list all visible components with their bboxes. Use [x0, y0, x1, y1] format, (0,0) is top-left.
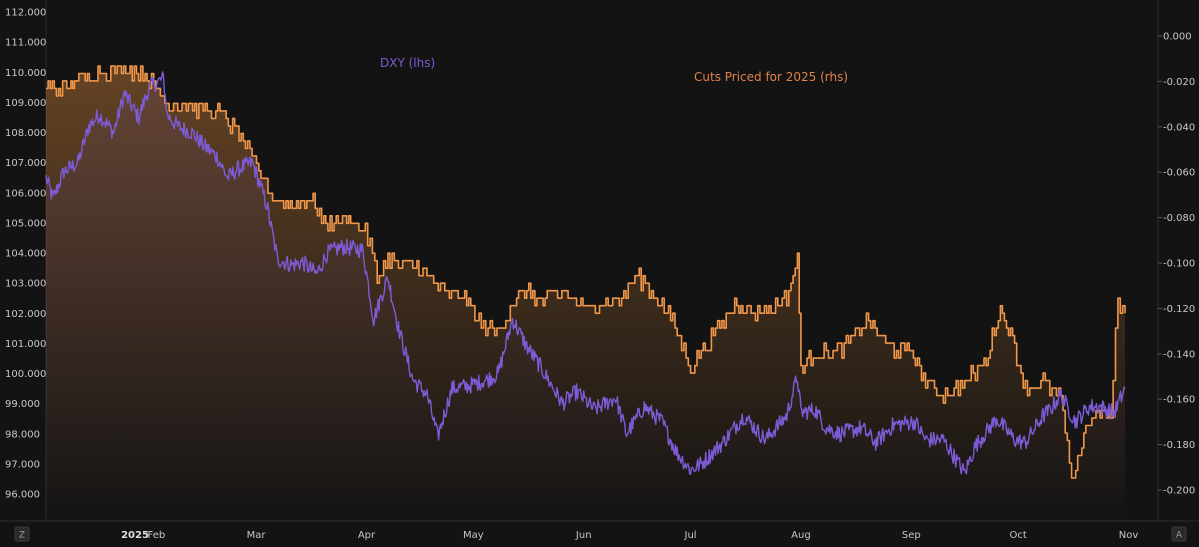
x-tick-label: Nov [1119, 530, 1139, 541]
left-tick-label: 101.000 [5, 339, 46, 350]
right-corner-button[interactable]: A [1171, 526, 1187, 542]
left-tick-label: 99.000 [5, 399, 40, 410]
left-tick-label: 103.000 [5, 279, 46, 290]
right-tick-label: -0.080 [1163, 213, 1195, 224]
right-tick-label: 0.000 [1163, 32, 1192, 43]
right-corner-label: A [1176, 531, 1183, 541]
cuts-series-label: Cuts Priced for 2025 (rhs) [694, 70, 848, 84]
right-tick-label: -0.120 [1163, 304, 1195, 315]
x-tick-label: Jul [684, 530, 697, 541]
left-tick-label: 106.000 [5, 188, 46, 199]
right-tick-label: -0.140 [1163, 349, 1195, 360]
dxy-series-area [46, 71, 1125, 522]
x-tick-label: Apr [358, 530, 376, 541]
left-tick-label: 111.000 [5, 38, 46, 49]
left-tick-label: 96.000 [5, 490, 40, 501]
left-corner-button[interactable]: Z [14, 526, 30, 542]
left-tick-label: 110.000 [5, 68, 46, 79]
left-tick-label: 100.000 [5, 369, 46, 380]
dxy-series-line [45, 71, 1126, 475]
left-tick-label: 107.000 [5, 158, 46, 169]
left-tick-label: 104.000 [5, 249, 46, 260]
left-corner-label: Z [19, 531, 25, 541]
right-tick-label: -0.060 [1163, 168, 1195, 179]
x-tick-label: Aug [791, 530, 811, 541]
dxy-series-label: DXY (lhs) [380, 56, 435, 70]
x-tick-label: Oct [1010, 530, 1027, 541]
right-axis-ticks: 0.000 -0.020 -0.040 -0.060 -0.080 -0.100 -0.12… [1158, 32, 1195, 497]
left-tick-label: 108.000 [5, 128, 46, 139]
x-tick-label: Mar [247, 530, 267, 541]
left-tick-label: 97.000 [5, 459, 40, 470]
x-tick-label: 2025 [121, 530, 149, 541]
cuts-series-line [46, 65, 1126, 479]
left-tick-label: 109.000 [5, 98, 46, 109]
x-tick-label: Feb [148, 530, 166, 541]
right-tick-label: -0.020 [1163, 77, 1195, 88]
left-tick-label: 112.000 [5, 8, 46, 19]
right-tick-label: -0.180 [1163, 440, 1195, 451]
right-tick-label: -0.160 [1163, 395, 1195, 406]
left-axis-ticks: 96.000 97.000 98.000 99.000 100.000 101.000 10… [5, 8, 46, 501]
right-tick-label: -0.200 [1163, 486, 1195, 497]
x-tick-label: May [463, 530, 484, 541]
right-tick-label: -0.040 [1163, 122, 1195, 133]
left-tick-label: 102.000 [5, 309, 46, 320]
left-tick-label: 105.000 [5, 218, 46, 229]
x-tick-label: Jun [575, 530, 592, 541]
x-tick-label: Sep [902, 530, 921, 541]
right-tick-label: -0.100 [1163, 259, 1195, 270]
left-tick-label: 98.000 [5, 429, 40, 440]
